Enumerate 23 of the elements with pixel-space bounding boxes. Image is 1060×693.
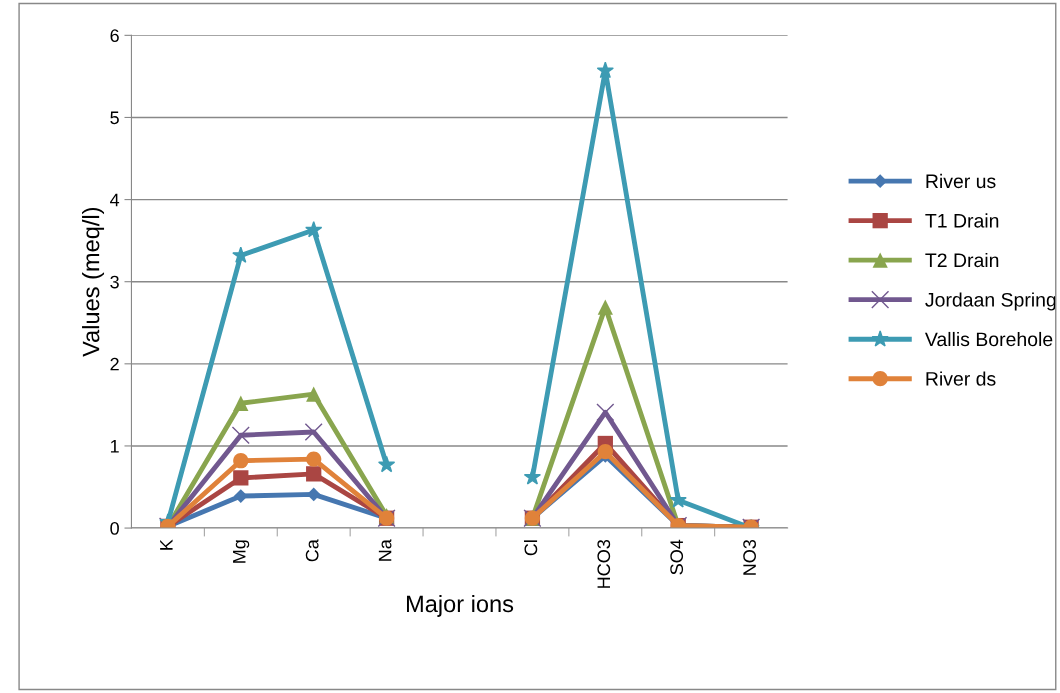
legend-label: T2 Drain (925, 252, 999, 268)
y-tick-label: 6 (110, 29, 119, 43)
y-axis-title: Values (meq/l) (82, 207, 105, 357)
x-tick-label: Ca (305, 539, 319, 562)
legend-label: Jordaan Spring (925, 292, 1056, 311)
legend-label: River us (926, 173, 996, 189)
y-tick-label: 0 (110, 522, 119, 535)
x-axis-title: Major ions (406, 594, 514, 617)
y-tick-label: 4 (110, 193, 120, 207)
y-tick-label: 1 (110, 440, 119, 453)
legend-label: T1 Drain (925, 213, 999, 228)
x-tick-label: Cl (524, 540, 538, 556)
x-tick-label: HCO3 (597, 539, 611, 588)
x-tick-label: Mg (233, 540, 250, 563)
x-tick-label: SO4 (670, 539, 684, 575)
y-tick-label: 3 (110, 275, 119, 289)
legend-label: Vallis Borehole (924, 331, 1053, 347)
y-tick-label: 5 (110, 111, 119, 125)
x-tick-label: K (160, 539, 173, 550)
x-tick-label: Na (378, 539, 392, 561)
y-tick-label: 2 (110, 357, 119, 371)
x-tick-label: NO3 (743, 539, 756, 575)
legend-label: River ds (926, 371, 996, 386)
